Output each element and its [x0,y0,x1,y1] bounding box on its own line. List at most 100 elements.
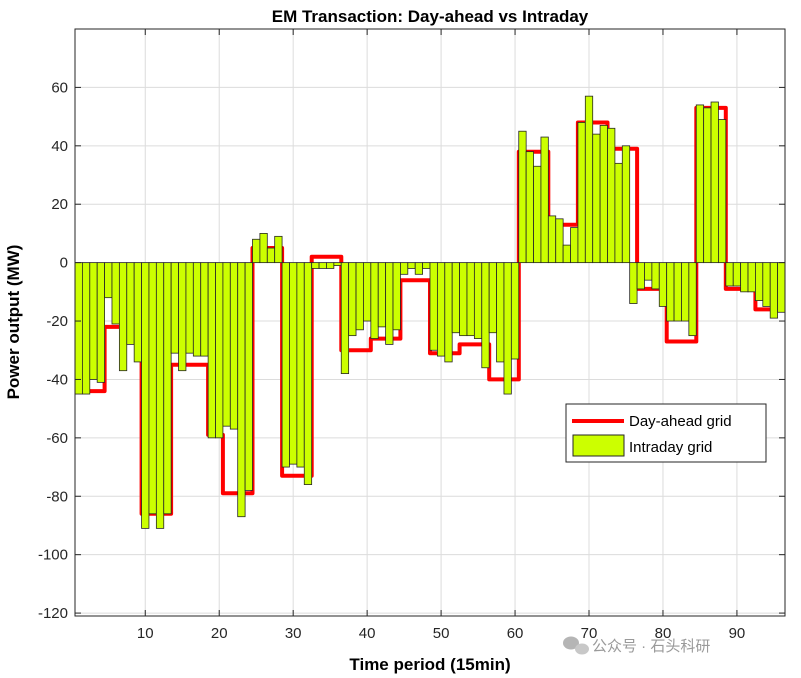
intraday-bar [518,130,527,264]
intraday-bar [555,218,564,264]
intraday-bar [732,262,742,287]
intraday-bar [592,133,601,264]
intraday-bar [510,262,520,360]
intraday-bar [289,262,298,465]
intraday-bar [407,262,416,269]
intraday-bar [311,262,320,269]
intraday-bar [370,262,379,339]
intraday-bar [481,262,490,369]
intraday-bar [200,262,209,357]
x-tick-label: 90 [729,625,746,642]
x-tick-label: 30 [285,625,302,642]
intraday-bar [681,262,690,322]
intraday-bar [222,262,231,427]
intraday-bar [540,136,549,264]
intraday-bar [355,262,364,331]
intraday-bar [141,262,150,529]
intraday-bar [303,262,313,485]
intraday-bar [658,262,668,307]
intraday-bar [459,262,468,337]
intraday-bar [629,262,638,304]
intraday-bar [436,262,446,357]
intraday-bar [89,262,98,380]
intraday-bar [525,151,534,264]
intraday-bar [155,262,165,529]
wechat-icon [563,636,589,655]
intraday-bar [170,262,179,354]
legend-day-ahead-label: Day-ahead grid [629,413,732,430]
x-tick-label: 60 [507,625,524,642]
intraday-bar [296,262,305,468]
intraday-bar [718,119,727,264]
intraday-bars [74,95,786,529]
intraday-bar [710,101,719,264]
intraday-bar [451,262,460,334]
intraday-bar [755,262,764,301]
intraday-bar [252,238,261,264]
y-tick-label: 60 [51,79,68,96]
intraday-bar [118,262,128,372]
intraday-bar [673,262,682,322]
intraday-bar [777,262,786,313]
intraday-bar [570,227,579,264]
x-tick-label: 80 [655,625,672,642]
intraday-bar [547,215,557,264]
x-tick-label: 20 [211,625,228,642]
intraday-bar [562,244,571,264]
intraday-bar [274,235,283,264]
intraday-bar [422,262,431,269]
intraday-bar [259,233,268,264]
intraday-bar [333,262,342,266]
intraday-bar [133,262,142,363]
intraday-bar [429,262,438,351]
intraday-bar [237,262,246,518]
intraday-bar [318,262,327,269]
intraday-bar [400,262,409,275]
intraday-bar [215,262,224,439]
y-tick-label: 20 [51,196,68,213]
intraday-bar [74,262,83,395]
intraday-bar [104,262,113,299]
axis-ticks: 10 20 30 40 50 60 70 80 90 -120 -100 -80 -60 -40 -20 0 2… [38,29,785,642]
intraday-bar [695,104,705,264]
y-tick-label: -80 [46,488,68,505]
intraday-bar [762,262,771,307]
x-tick-label: 50 [433,625,450,642]
intraday-bar [377,262,387,328]
legend-intraday-swatch [572,434,625,457]
intraday-bar [688,262,697,337]
y-axis-label: Power output (MW) [4,245,23,400]
intraday-bar [163,262,172,515]
legend-intraday-label: Intraday grid [629,439,712,456]
intraday-bar [192,262,202,357]
y-tick-label: 40 [51,138,68,155]
intraday-bar [81,262,91,395]
intraday-bar [385,262,394,345]
intraday-bar [111,262,120,325]
x-tick-label: 70 [581,625,598,642]
y-tick-label: -60 [46,430,68,447]
intraday-bar [607,127,616,264]
y-tick-label: -20 [46,313,68,330]
intraday-bar [740,262,749,293]
intraday-bar [340,262,350,375]
intraday-bar [666,262,675,322]
x-tick-label: 40 [359,625,376,642]
x-axis-label: Time period (15min) [349,655,510,674]
intraday-bar [651,262,660,290]
intraday-bar [533,165,542,264]
intraday-bar [326,262,335,269]
chart-title: EM Transaction: Day-ahead vs Intraday [272,7,589,26]
intraday-bar [148,262,157,515]
intraday-bar [207,262,216,439]
plot-frame [74,28,786,617]
watermark-text: 公众号 · 石头科研 [592,638,710,655]
intraday-bar [96,262,105,383]
watermark: 公众号 · 石头科研 [563,636,710,655]
intraday-bar [599,124,608,264]
intraday-bar [636,262,645,290]
intraday-bar [414,262,424,275]
y-tick-label: -100 [38,547,68,564]
intraday-bar [185,262,194,354]
